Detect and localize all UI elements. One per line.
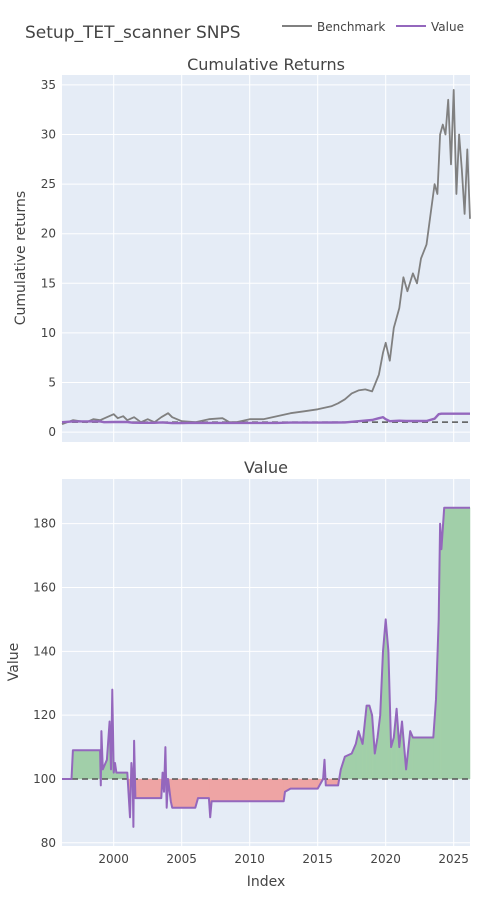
bottom-x-tick-label: 2000: [98, 852, 129, 866]
top-y-tick-label: 35: [41, 78, 56, 92]
fill-below-baseline: [198, 779, 209, 798]
fill-below-baseline: [137, 779, 162, 798]
bottom-y-tick-label: 100: [33, 772, 56, 786]
subplot-title-cumulative-returns: Cumulative Returns: [187, 55, 345, 74]
figure-title: Setup_TET_scanner SNPS: [25, 23, 241, 43]
y-axis-label-top: Cumulative returns: [13, 191, 29, 325]
top-y-tick-label: 10: [41, 326, 56, 340]
top-y-tick-label: 0: [48, 425, 56, 439]
bottom-x-tick-label: 2025: [438, 852, 469, 866]
legend-item-value[interactable]: Value: [396, 20, 464, 34]
fill-below-baseline: [212, 779, 284, 801]
cumulative-returns-panel: 0 5 10 15 20 25 30 35 Cumulative Returns Cumula…: [13, 55, 470, 442]
fill-above-baseline: [444, 508, 470, 779]
bottom-y-tick-label: 120: [33, 708, 56, 722]
legend[interactable]: Benchmark Value: [282, 20, 464, 34]
bottom-y-tick-label: 140: [33, 644, 56, 658]
y-axis-label-bottom: Value: [6, 643, 22, 681]
fill-below-baseline: [172, 779, 175, 808]
bottom-x-tick-label: 2005: [166, 852, 197, 866]
plot-area-top[interactable]: [62, 75, 470, 442]
x-tick-labels: 2000 2005 2010 2015 2020 2025: [98, 852, 469, 866]
fill-above-baseline: [77, 750, 100, 779]
top-y-tick-label: 5: [48, 375, 56, 389]
x-axis-label: Index: [247, 874, 286, 890]
fill-below-baseline: [175, 779, 195, 808]
top-y-tick-label: 30: [41, 128, 56, 142]
top-y-tick-label: 25: [41, 177, 56, 191]
legend-label-benchmark: Benchmark: [317, 20, 385, 34]
fill-below-baseline: [291, 779, 318, 789]
bottom-y-tick-label: 180: [33, 517, 56, 531]
bottom-x-tick-label: 2020: [370, 852, 401, 866]
subplot-title-value: Value: [244, 458, 288, 477]
top-y-tick-label: 20: [41, 227, 56, 241]
bottom-y-tick-label: 80: [41, 836, 56, 850]
bottom-x-tick-label: 2010: [234, 852, 265, 866]
fill-above-baseline: [413, 738, 433, 780]
legend-label-value: Value: [431, 20, 464, 34]
fill-above-baseline: [345, 754, 352, 780]
top-y-tick-label: 15: [41, 276, 56, 290]
legend-item-benchmark[interactable]: Benchmark: [282, 20, 385, 34]
bottom-y-tick-label: 160: [33, 581, 56, 595]
y-tick-labels-bottom: 80 100 120 140 160 180: [33, 517, 56, 850]
y-tick-labels-top: 0 5 10 15 20 25 30 35: [41, 78, 56, 439]
fill-above-baseline: [367, 706, 370, 779]
bottom-x-tick-label: 2015: [302, 852, 333, 866]
